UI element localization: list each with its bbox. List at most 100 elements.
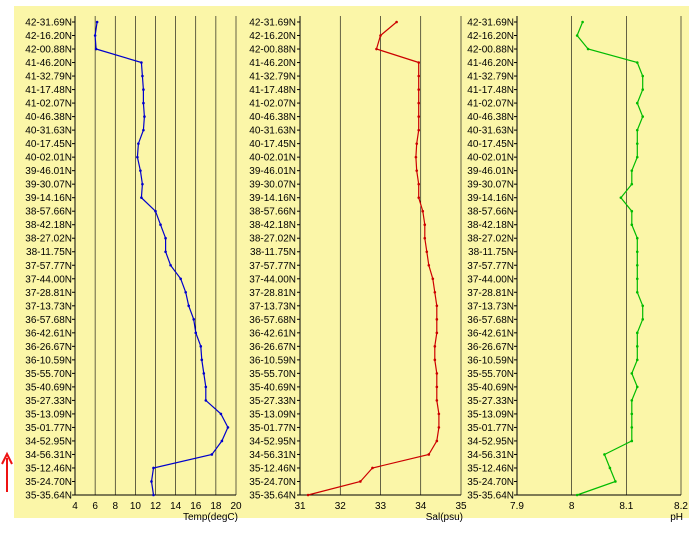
temp-data-point [220, 439, 224, 443]
sal-data-point [437, 412, 441, 416]
temp-y-tick-label: 35-27.33N [25, 396, 72, 407]
ph-data-point [635, 263, 639, 267]
ph-data-point [630, 209, 634, 213]
temp-y-tick-label: 41-02.07N [25, 99, 72, 110]
ph-data-point [635, 142, 639, 145]
temp-panel-background [14, 6, 244, 518]
temp-series-line [94, 21, 229, 496]
ph-data-point [641, 115, 645, 118]
ph-data-point [630, 399, 634, 402]
temp-data-point [164, 236, 167, 240]
temp-data-point [187, 304, 191, 308]
sal-data-point [421, 209, 425, 213]
temp-y-tick-label: 36-42.61N [25, 328, 72, 339]
ph-y-tick-label: 38-57.66N [467, 207, 514, 218]
sal-y-tick-label: 35-55.70N [249, 369, 296, 380]
temp-y-tick-label: 35-40.69N [25, 382, 72, 393]
sal-y-tick-label: 35-24.70N [249, 477, 296, 488]
sal-data-point [435, 372, 439, 375]
temp-y-tick-label: 35-55.70N [25, 369, 72, 380]
ph-y-tick-label: 38-11.75N [468, 247, 514, 258]
sal-y-tick-label: 38-11.75N [250, 247, 296, 258]
ph-y-tick-label: 39-46.01N [467, 166, 514, 177]
ph-y-tick-label: 41-02.07N [467, 99, 514, 110]
ph-y-tick-label: 35-12.46N [467, 463, 514, 474]
temp-data-point [194, 331, 198, 335]
sal-y-tick-label: 35-01.77N [249, 423, 296, 434]
temp-data-point [94, 47, 98, 51]
temp-y-tick-label: 37-57.77N [25, 261, 72, 272]
ph-y-tick-label: 38-42.18N [467, 220, 514, 231]
ph-data-point [586, 47, 590, 51]
temp-data-point [192, 318, 196, 321]
ph-data-point [630, 372, 634, 375]
ph-y-tick-label: 41-32.79N [467, 72, 514, 83]
ph-data-point [608, 466, 612, 470]
sal-data-point [359, 480, 362, 483]
sal-data-point [415, 142, 419, 145]
sal-x-tick-label: 33 [375, 501, 387, 512]
sal-data-point [417, 74, 421, 78]
sal-y-tick-label: 36-42.61N [249, 328, 296, 339]
sal-x-axis-label: Sal(psu) [426, 512, 463, 523]
temp-y-tick-label: 34-56.31N [25, 450, 72, 461]
temp-y-tick-label: 40-46.38N [25, 112, 72, 123]
sal-data-point [427, 263, 431, 267]
temp-y-tick-label: 35-01.77N [25, 423, 72, 434]
ph-y-tick-label: 35-35.64N [467, 491, 514, 502]
sal-y-tick-label: 41-32.79N [249, 72, 296, 83]
temp-y-tick-label: 40-17.45N [25, 139, 72, 150]
ph-data-point [635, 290, 639, 294]
ph-series-line [576, 21, 644, 496]
ph-y-tick-label: 40-46.38N [467, 112, 514, 123]
temp-data-point [140, 61, 143, 64]
sal-y-tick-label: 41-46.20N [249, 58, 296, 69]
sal-data-point [379, 34, 382, 37]
temp-x-tick-label: 12 [150, 501, 162, 512]
temp-x-tick-label: 20 [230, 501, 242, 512]
sal-data-point [433, 290, 437, 294]
ph-data-point [630, 439, 634, 443]
temp-y-tick-label: 41-46.20N [25, 58, 72, 69]
ph-data-point [641, 88, 645, 91]
ph-y-tick-label: 39-30.07N [467, 180, 514, 191]
sal-y-tick-label: 36-10.59N [249, 355, 296, 366]
temp-y-tick-label: 37-44.00N [25, 274, 72, 285]
ph-y-tick-label: 35-27.33N [467, 396, 514, 407]
ph-y-tick-label: 35-01.77N [467, 423, 514, 434]
temp-data-point [226, 426, 230, 429]
temp-y-tick-label: 36-57.68N [25, 315, 72, 326]
sal-data-point [423, 223, 427, 227]
sal-x-tick-label: 31 [294, 501, 306, 512]
temp-data-point [202, 372, 206, 375]
ph-x-tick-label: 7.9 [510, 501, 524, 512]
sal-data-point [435, 318, 439, 321]
ph-y-tick-label: 36-10.59N [467, 355, 514, 366]
ph-data-point [635, 331, 639, 335]
sal-data-point [417, 115, 421, 118]
sal-y-tick-label: 37-13.73N [249, 301, 296, 312]
ph-y-tick-label: 35-55.70N [467, 369, 514, 380]
temp-data-point [204, 399, 208, 402]
sal-data-point [417, 128, 421, 132]
sal-data-point [417, 182, 421, 186]
sal-y-tick-label: 42-31.69N [249, 18, 296, 29]
temp-data-point [140, 196, 143, 199]
temp-y-tick-label: 38-57.66N [25, 207, 72, 218]
sal-y-tick-label: 34-56.31N [249, 450, 296, 461]
sal-data-point [435, 439, 439, 443]
temp-data-point [137, 142, 140, 145]
temp-data-point [150, 480, 153, 483]
temp-x-tick-label: 14 [170, 501, 182, 512]
sal-y-tick-label: 38-42.18N [249, 220, 296, 231]
sal-y-tick-label: 35-12.46N [249, 463, 296, 474]
sal-data-point [433, 345, 437, 348]
sal-y-tick-label: 40-31.63N [249, 126, 296, 137]
temp-y-tick-label: 36-10.59N [25, 355, 72, 366]
sal-y-tick-label: 40-02.01N [249, 153, 296, 164]
ph-y-tick-label: 37-57.77N [467, 261, 514, 272]
temp-data-point [159, 223, 162, 227]
ph-data-point [630, 223, 634, 227]
temp-data-point [200, 358, 204, 362]
